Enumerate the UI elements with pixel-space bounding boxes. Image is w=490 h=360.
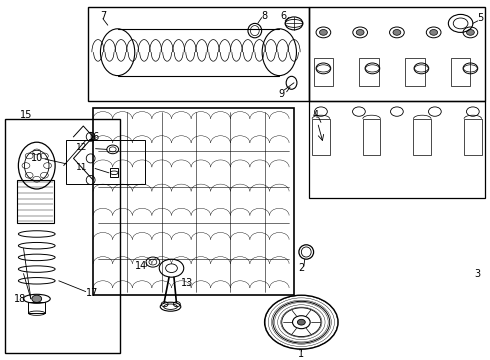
- Circle shape: [297, 319, 305, 325]
- Circle shape: [356, 30, 364, 35]
- Circle shape: [393, 30, 401, 35]
- Text: 5: 5: [477, 13, 483, 23]
- Bar: [110, 168, 118, 177]
- Circle shape: [430, 30, 438, 35]
- Text: 15: 15: [20, 110, 32, 120]
- Circle shape: [319, 30, 327, 35]
- Circle shape: [466, 30, 474, 35]
- Text: 16: 16: [88, 132, 100, 142]
- Bar: [5, 119, 120, 353]
- Text: 14: 14: [135, 261, 147, 271]
- Text: 12: 12: [76, 143, 87, 152]
- Bar: [414, 119, 431, 155]
- Bar: [314, 58, 333, 86]
- Circle shape: [32, 295, 42, 302]
- Bar: [88, 7, 309, 101]
- Bar: [312, 119, 330, 155]
- Text: 3: 3: [475, 269, 481, 279]
- Text: 18: 18: [14, 294, 26, 304]
- Text: 1: 1: [298, 348, 304, 359]
- Text: 4: 4: [313, 110, 318, 120]
- Bar: [93, 108, 294, 295]
- Text: 11: 11: [76, 163, 87, 172]
- Bar: [66, 140, 145, 184]
- Text: 17: 17: [86, 288, 98, 298]
- Bar: [17, 180, 54, 223]
- Text: 9: 9: [279, 89, 285, 99]
- Bar: [28, 302, 45, 313]
- Text: 10: 10: [31, 153, 43, 163]
- Bar: [309, 7, 485, 101]
- Text: 8: 8: [262, 11, 268, 21]
- Bar: [451, 58, 470, 86]
- Bar: [309, 101, 485, 198]
- Bar: [464, 119, 482, 155]
- Bar: [359, 58, 379, 86]
- Bar: [405, 58, 425, 86]
- Text: 7: 7: [100, 11, 106, 21]
- Text: 2: 2: [298, 263, 304, 273]
- Bar: [363, 119, 380, 155]
- Text: 13: 13: [181, 278, 194, 288]
- Text: 6: 6: [280, 11, 287, 21]
